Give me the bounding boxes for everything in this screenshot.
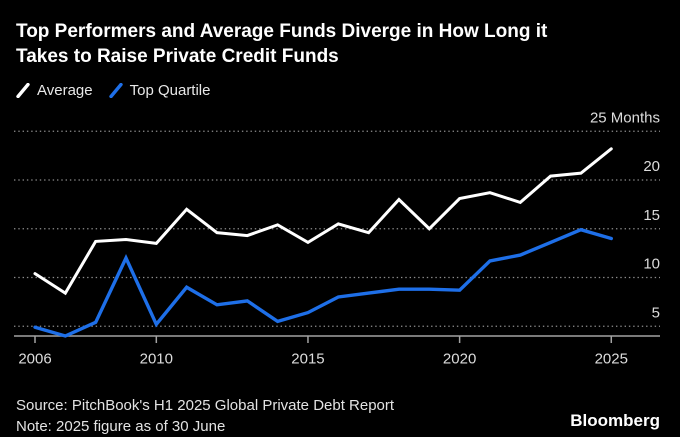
y-axis-label: 20: [643, 158, 660, 175]
legend-label-average: Average: [37, 82, 93, 99]
y-axis-label: 10: [643, 256, 660, 273]
x-axis-label: 2006: [18, 351, 51, 368]
series-top-quartile-line: [33, 227, 613, 338]
average-line-swatch-icon: [16, 83, 30, 98]
y-axis-label: 15: [643, 207, 660, 224]
footer-notes: Source: PitchBook's H1 2025 Global Priva…: [16, 395, 394, 437]
chart-title: Top Performers and Average Funds Diverge…: [16, 19, 547, 69]
chart-title-line2: Takes to Raise Private Credit Funds: [16, 46, 339, 67]
legend-item-average: Average: [16, 82, 93, 99]
chart-title-line1: Top Performers and Average Funds Diverge…: [16, 21, 548, 42]
source-note: Source: PitchBook's H1 2025 Global Priva…: [16, 397, 395, 414]
bloomberg-logo: Bloomberg: [570, 411, 660, 430]
x-axis-label: 2015: [291, 351, 324, 368]
top-quartile-line-swatch-icon: [108, 83, 123, 98]
x-axis-label: 2020: [443, 351, 476, 368]
legend-item-top-quartile: Top Quartile: [108, 82, 211, 99]
series-average-line: [33, 147, 613, 296]
y-axis-label: 5: [652, 304, 660, 321]
x-axis-label: 2025: [595, 351, 628, 368]
legend-label-top-quartile: Top Quartile: [129, 82, 211, 99]
date-note: Note: 2025 figure as of 30 June: [16, 418, 226, 435]
legend: Average Top Quartile: [16, 82, 210, 99]
y-axis-label: 25 Months: [590, 109, 660, 126]
x-axis-label: 2010: [140, 351, 173, 368]
